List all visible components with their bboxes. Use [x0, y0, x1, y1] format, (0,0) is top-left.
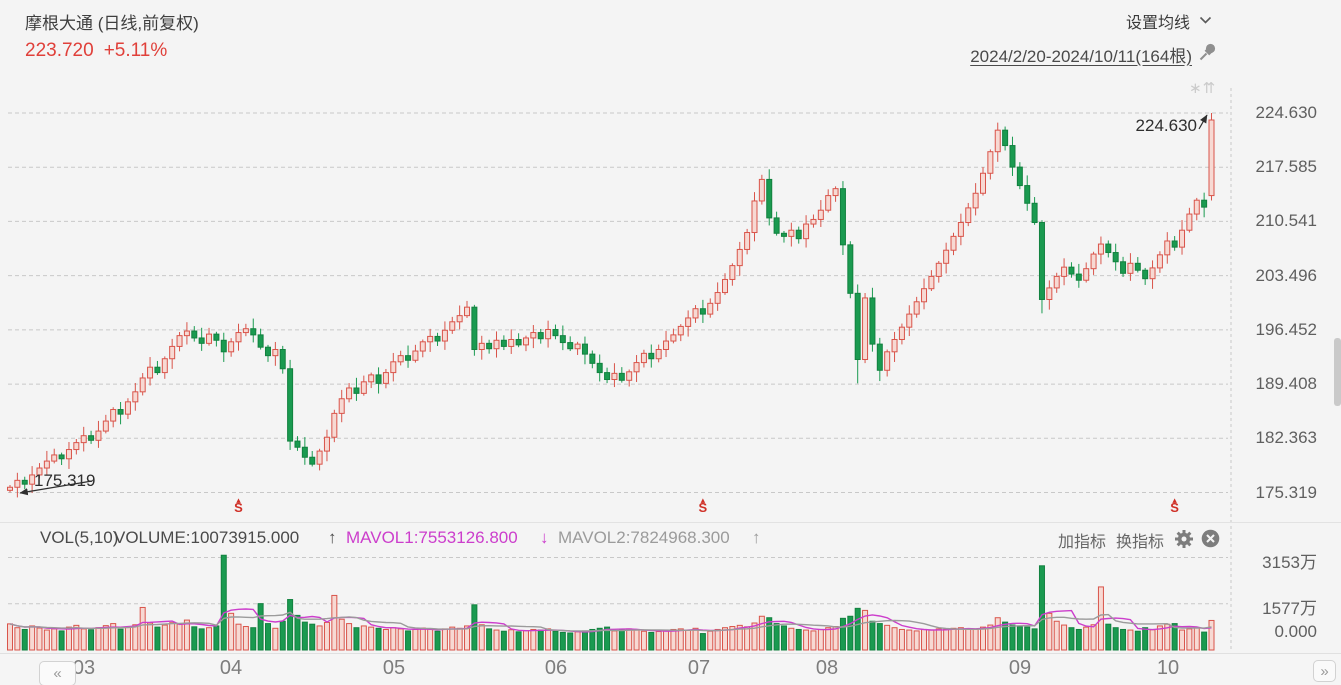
ma-settings-button[interactable]: 设置均线: [1126, 15, 1191, 32]
dividend-marker-glyph: S: [1170, 500, 1179, 515]
dividend-marker-glyph: S: [698, 500, 708, 515]
dividend-marker-arrow: ▴: [1172, 495, 1177, 505]
close-icon[interactable]: [1201, 529, 1221, 549]
add-indicator-button[interactable]: 加指标: [1058, 534, 1107, 551]
last-price-row: 223.720 +5.11%: [25, 40, 167, 62]
x-axis-month-label: 06: [544, 657, 568, 679]
price-axis-label: 210.541: [1255, 211, 1317, 231]
change-percent: +5.11%: [103, 40, 168, 61]
mavol2-value-label: MAVOL2:7824968.300: [558, 528, 730, 547]
scroll-left-button[interactable]: «: [39, 661, 76, 685]
low-price-annotation: 175.319: [34, 471, 96, 490]
price-axis-label: 217.585: [1255, 157, 1317, 177]
x-axis-strip: [0, 653, 1341, 685]
volume-direction-arrow: ↑: [328, 528, 337, 547]
page-title: 摩根大通 (日线,前复权): [25, 14, 199, 33]
price-axis-label: 189.408: [1255, 374, 1317, 394]
pin-icon[interactable]: [1197, 41, 1219, 63]
dividend-marker-arrow: ▴: [700, 495, 706, 505]
scroll-right-button[interactable]: »: [1313, 660, 1336, 682]
dividend-marker[interactable]: ▴ S: [698, 495, 708, 515]
price-axis-label: 196.452: [1255, 319, 1317, 339]
vol-indicator-label: VOL(5,10): [40, 528, 119, 547]
volume-axis-label: 0.000: [1274, 622, 1317, 641]
dividend-marker[interactable]: ▴ S: [234, 495, 243, 515]
x-axis-month-label: 04: [219, 657, 243, 679]
mavol1-direction-arrow: ↓: [540, 528, 549, 547]
dividend-marker-glyph: S: [234, 500, 243, 515]
gear-icon[interactable]: [1174, 529, 1194, 549]
mavol2-direction-arrow: ↑: [752, 528, 761, 547]
price-axis-label: 175.319: [1255, 482, 1317, 502]
change-indicator-button[interactable]: 换指标: [1116, 534, 1165, 551]
page-scrollbar-thumb[interactable]: [1334, 338, 1341, 406]
last-price: 223.720: [25, 40, 94, 61]
price-axis-label: 203.496: [1255, 265, 1317, 285]
x-axis-month-label: 10: [1156, 657, 1180, 679]
x-axis-month-label: 07: [687, 657, 711, 679]
app-watermark: ∗⇈: [1189, 80, 1217, 97]
chevron-down-icon[interactable]: [1199, 16, 1212, 25]
x-axis-month-label: 03: [72, 657, 96, 679]
date-range-link[interactable]: 2024/2/20-2024/10/11(164根): [970, 47, 1192, 66]
x-axis-month-label: 05: [382, 657, 406, 679]
mavol1-value-label: MAVOL1:7553126.800: [346, 528, 518, 547]
x-axis-month-label: 08: [815, 657, 839, 679]
volume-chart-canvas[interactable]: [8, 555, 1228, 650]
volume-axis-label: 3153万: [1262, 552, 1317, 572]
high-price-annotation: 224.630: [1135, 116, 1197, 135]
x-axis-month-label: 09: [1008, 657, 1032, 679]
dividend-marker-arrow: ▴: [236, 495, 241, 505]
price-chart-canvas[interactable]: [8, 86, 1228, 518]
volume-axis-label: 1577万: [1262, 598, 1317, 618]
price-axis-label: 224.630: [1255, 103, 1317, 122]
price-axis-label: 182.363: [1255, 428, 1317, 448]
pane-separator: [0, 522, 1341, 523]
dividend-marker[interactable]: ▴ S: [1170, 495, 1179, 515]
volume-value-label: VOLUME:10073915.000: [114, 528, 300, 547]
